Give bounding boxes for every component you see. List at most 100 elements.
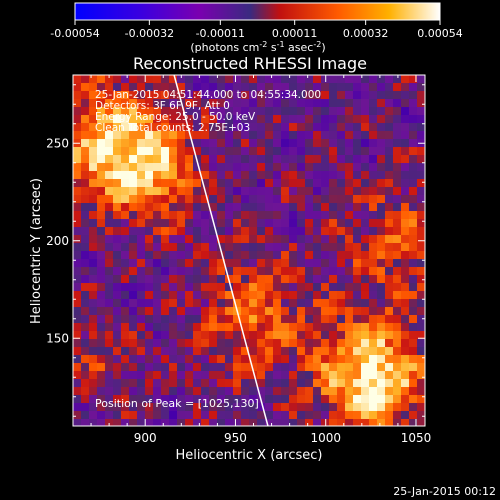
heatmap-cell (121, 259, 129, 267)
heatmap-cell (145, 411, 153, 419)
heatmap-cell (121, 123, 129, 131)
heatmap-cell (313, 315, 321, 323)
heatmap-cell (105, 331, 113, 339)
heatmap-cell (393, 379, 401, 387)
heatmap-cell (73, 243, 81, 251)
heatmap-cell (265, 123, 273, 131)
heatmap-cell (353, 395, 361, 403)
heatmap-cell (393, 251, 401, 259)
heatmap-cell (297, 187, 305, 195)
heatmap-cell (193, 251, 201, 259)
heatmap-cell (417, 131, 425, 139)
heatmap-cell (81, 211, 89, 219)
heatmap-cell (257, 131, 265, 139)
heatmap-cell (105, 211, 113, 219)
heatmap-cell (249, 323, 257, 331)
heatmap-cell (409, 315, 417, 323)
heatmap-cell (329, 235, 337, 243)
heatmap-cell (193, 387, 201, 395)
heatmap-cell (313, 299, 321, 307)
heatmap-cell (201, 323, 209, 331)
heatmap-cell (273, 211, 281, 219)
heatmap-cell (289, 171, 297, 179)
heatmap-cell (377, 363, 385, 371)
heatmap-cell (89, 259, 97, 267)
heatmap-cell (377, 275, 385, 283)
heatmap-cell (305, 251, 313, 259)
heatmap-cell (233, 267, 241, 275)
heatmap-cell (241, 347, 249, 355)
heatmap-cell (105, 299, 113, 307)
heatmap-cell (305, 291, 313, 299)
heatmap-cell (409, 139, 417, 147)
heatmap-cell (185, 387, 193, 395)
heatmap-cell (313, 307, 321, 315)
heatmap-cell (217, 83, 225, 91)
heatmap-cell (353, 363, 361, 371)
heatmap-cell (105, 227, 113, 235)
heatmap-cell (113, 131, 121, 139)
heatmap-cell (289, 123, 297, 131)
heatmap-cell (385, 235, 393, 243)
heatmap-cell (377, 195, 385, 203)
heatmap-cell (129, 195, 137, 203)
heatmap-cell (289, 299, 297, 307)
heatmap-cell (369, 331, 377, 339)
heatmap-cell (273, 411, 281, 419)
heatmap-cell (313, 227, 321, 235)
heatmap-cell (129, 339, 137, 347)
heatmap-cell (145, 307, 153, 315)
heatmap-cell (233, 355, 241, 363)
heatmap-cell (161, 339, 169, 347)
heatmap-cell (185, 395, 193, 403)
heatmap-cell (201, 163, 209, 171)
heatmap-cell (401, 179, 409, 187)
heatmap-cell (145, 91, 153, 99)
heatmap-cell (417, 363, 425, 371)
heatmap-cell (273, 387, 281, 395)
heatmap-cell (329, 203, 337, 211)
heatmap-cell (417, 115, 425, 123)
heatmap-cell (281, 371, 289, 379)
heatmap-cell (321, 387, 329, 395)
heatmap-cell (145, 267, 153, 275)
footer-timestamp: 25-Jan-2015 00:12 (393, 485, 496, 498)
heatmap-cell (145, 275, 153, 283)
heatmap-cell (385, 163, 393, 171)
heatmap-cell (217, 179, 225, 187)
heatmap-cell (217, 267, 225, 275)
heatmap-cell (401, 291, 409, 299)
heatmap-cell (385, 75, 393, 83)
heatmap-cell (409, 235, 417, 243)
heatmap-cell (321, 243, 329, 251)
heatmap-cell (313, 339, 321, 347)
heatmap-cell (177, 283, 185, 291)
heatmap-cell (281, 99, 289, 107)
heatmap-cell (409, 267, 417, 275)
heatmap-cell (73, 291, 81, 299)
heatmap-cell (153, 211, 161, 219)
heatmap-cell (97, 131, 105, 139)
heatmap-cell (377, 291, 385, 299)
heatmap-cell (233, 123, 241, 131)
heatmap-cell (337, 203, 345, 211)
heatmap-cell (313, 163, 321, 171)
heatmap-cell (177, 323, 185, 331)
heatmap-cell (265, 131, 273, 139)
heatmap-cell (145, 227, 153, 235)
heatmap-cell (113, 83, 121, 91)
heatmap-cell (257, 307, 265, 315)
heatmap-cell (369, 243, 377, 251)
heatmap-cell (369, 99, 377, 107)
heatmap-cell (81, 259, 89, 267)
heatmap-cell (281, 211, 289, 219)
heatmap-cell (401, 155, 409, 163)
heatmap-cell (321, 299, 329, 307)
heatmap-cell (169, 411, 177, 419)
heatmap-cell (249, 147, 257, 155)
heatmap-cell (153, 379, 161, 387)
heatmap-cell (233, 251, 241, 259)
heatmap-cell (137, 235, 145, 243)
heatmap-cell (209, 355, 217, 363)
heatmap-cell (417, 347, 425, 355)
